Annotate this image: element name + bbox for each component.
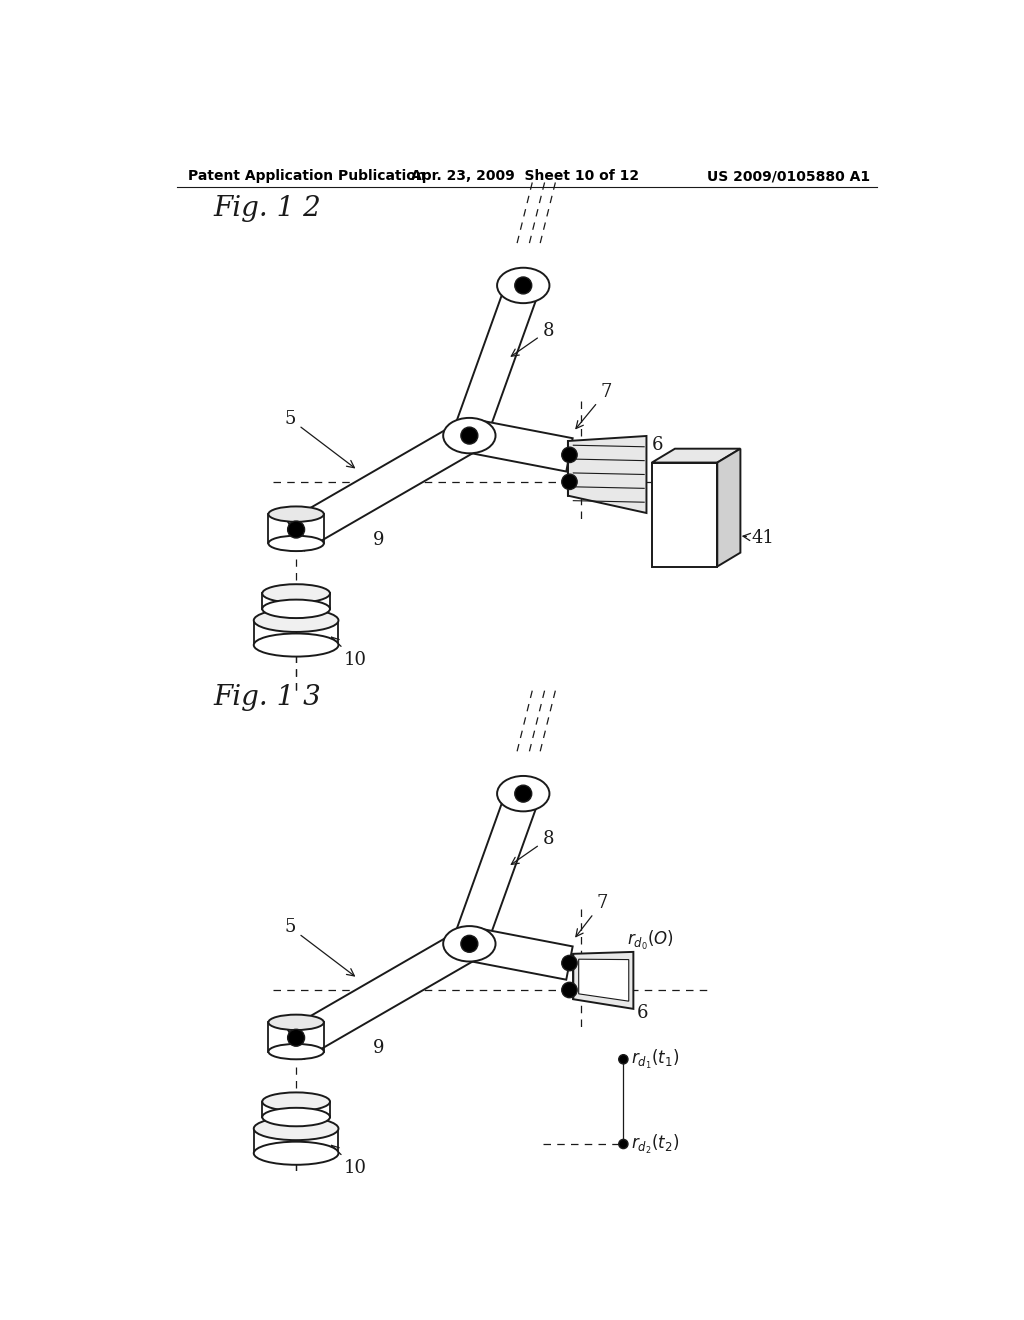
Polygon shape bbox=[454, 788, 540, 949]
Circle shape bbox=[461, 936, 478, 952]
Circle shape bbox=[562, 447, 578, 462]
Polygon shape bbox=[454, 280, 540, 441]
Text: 6: 6 bbox=[637, 1005, 648, 1023]
Text: 9: 9 bbox=[373, 531, 385, 549]
Circle shape bbox=[515, 277, 531, 294]
Circle shape bbox=[562, 956, 578, 970]
Ellipse shape bbox=[262, 585, 330, 603]
Ellipse shape bbox=[262, 1093, 330, 1111]
Text: $r_{d_0}(O)$: $r_{d_0}(O)$ bbox=[628, 928, 674, 952]
Polygon shape bbox=[717, 449, 740, 566]
Circle shape bbox=[562, 982, 578, 998]
Ellipse shape bbox=[497, 776, 550, 812]
Text: Fig. 1 2: Fig. 1 2 bbox=[214, 195, 322, 222]
Text: 6: 6 bbox=[652, 436, 664, 454]
Ellipse shape bbox=[254, 1142, 339, 1164]
Ellipse shape bbox=[443, 927, 496, 961]
Circle shape bbox=[562, 474, 578, 490]
Polygon shape bbox=[568, 436, 646, 513]
Ellipse shape bbox=[268, 1015, 324, 1030]
Text: 7: 7 bbox=[575, 383, 611, 429]
Text: 8: 8 bbox=[511, 830, 554, 865]
Text: 8: 8 bbox=[511, 322, 554, 356]
Text: $r_{d_2}(t_2)$: $r_{d_2}(t_2)$ bbox=[631, 1133, 679, 1155]
Text: 5: 5 bbox=[285, 411, 354, 467]
Polygon shape bbox=[579, 960, 629, 1001]
Polygon shape bbox=[652, 462, 717, 566]
Ellipse shape bbox=[262, 1107, 330, 1126]
Ellipse shape bbox=[254, 1117, 339, 1140]
Polygon shape bbox=[466, 418, 572, 471]
Ellipse shape bbox=[262, 599, 330, 618]
Ellipse shape bbox=[268, 507, 324, 521]
Text: 10: 10 bbox=[332, 1146, 367, 1177]
Ellipse shape bbox=[268, 1044, 324, 1059]
Polygon shape bbox=[288, 421, 478, 550]
Text: Apr. 23, 2009  Sheet 10 of 12: Apr. 23, 2009 Sheet 10 of 12 bbox=[411, 169, 639, 183]
Text: US 2009/0105880 A1: US 2009/0105880 A1 bbox=[707, 169, 869, 183]
Text: Patent Application Publication: Patent Application Publication bbox=[188, 169, 426, 183]
Ellipse shape bbox=[254, 634, 339, 656]
Ellipse shape bbox=[254, 609, 339, 632]
Circle shape bbox=[515, 785, 531, 803]
Text: 5: 5 bbox=[285, 919, 354, 975]
Polygon shape bbox=[288, 929, 478, 1059]
Ellipse shape bbox=[497, 268, 550, 304]
Text: $r_{d_1}(t_1)$: $r_{d_1}(t_1)$ bbox=[631, 1048, 679, 1071]
Ellipse shape bbox=[443, 418, 496, 453]
Polygon shape bbox=[573, 952, 634, 1008]
Text: 9: 9 bbox=[373, 1039, 385, 1057]
Text: 41: 41 bbox=[743, 529, 775, 548]
Circle shape bbox=[618, 1055, 628, 1064]
Circle shape bbox=[618, 1139, 628, 1148]
Circle shape bbox=[288, 521, 304, 539]
Ellipse shape bbox=[268, 536, 324, 552]
Text: 10: 10 bbox=[332, 638, 367, 669]
Circle shape bbox=[288, 1030, 304, 1047]
Polygon shape bbox=[652, 449, 740, 462]
Text: Fig. 1 3: Fig. 1 3 bbox=[214, 684, 322, 711]
Circle shape bbox=[461, 428, 478, 444]
Text: 7: 7 bbox=[575, 894, 608, 937]
Polygon shape bbox=[466, 927, 572, 979]
